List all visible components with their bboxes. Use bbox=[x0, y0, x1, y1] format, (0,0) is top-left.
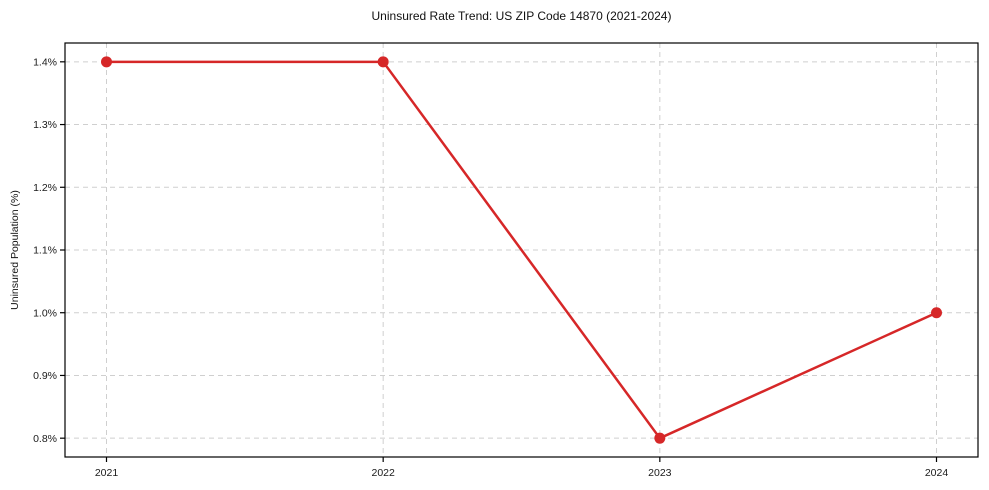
y-tick-label: 1.2% bbox=[33, 182, 57, 194]
data-point bbox=[377, 56, 389, 68]
x-tick-label: 2022 bbox=[371, 467, 395, 479]
y-tick-label: 1.3% bbox=[33, 119, 57, 131]
data-point bbox=[931, 307, 942, 319]
trend-line bbox=[105, 60, 938, 440]
y-tick-label: 0.8% bbox=[33, 433, 57, 445]
data-point bbox=[101, 56, 112, 68]
x-tick-label: 2024 bbox=[925, 467, 949, 479]
chart-title: Uninsured Rate Trend: US ZIP Code 14870 … bbox=[371, 9, 672, 23]
x-tick-label: 2021 bbox=[95, 467, 119, 479]
y-tick-label: 1.0% bbox=[33, 307, 57, 319]
y-tick-label: 1.1% bbox=[33, 245, 57, 257]
y-tick-label: 1.4% bbox=[33, 57, 57, 69]
data-point bbox=[654, 432, 666, 444]
y-tick-label: 0.9% bbox=[33, 370, 57, 382]
x-tick-label: 2023 bbox=[648, 467, 672, 479]
